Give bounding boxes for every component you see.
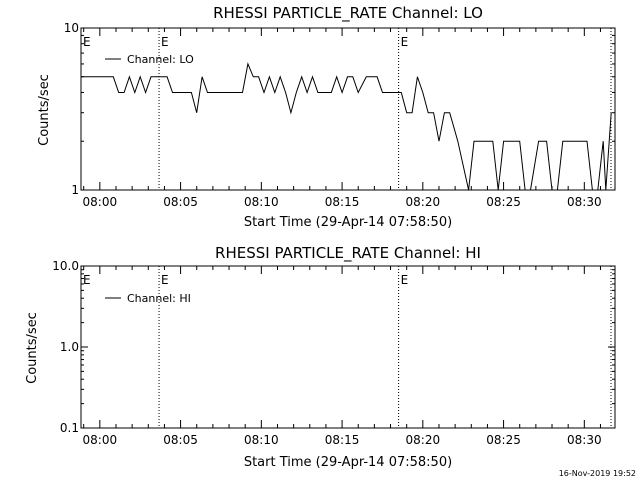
chart-hi-xtick-label: 08:10 bbox=[244, 433, 279, 447]
chart-lo-event-flag: E bbox=[401, 35, 409, 49]
chart-lo-ytick-label: 1 bbox=[71, 183, 79, 197]
chart-lo-edge-flag: E bbox=[83, 35, 91, 49]
chart-hi-xtick-label: 08:30 bbox=[567, 433, 602, 447]
chart-lo-panel: RHESSI PARTICLE_RATE Channel: LO Counts/… bbox=[37, 4, 616, 230]
chart-hi-ylabel: Counts/sec bbox=[25, 312, 40, 384]
chart-hi-ytick-label: 10.0 bbox=[52, 259, 79, 273]
chart-lo-plot-frame bbox=[80, 27, 616, 191]
chart-lo-legend-label: Channel: LO bbox=[127, 53, 194, 66]
chart-hi-xtick-label: 08:15 bbox=[325, 433, 360, 447]
chart-hi-event-flag: E bbox=[161, 273, 169, 287]
chart-lo-xtick-label: 08:05 bbox=[163, 195, 198, 209]
chart-hi-panel: RHESSI PARTICLE_RATE Channel: HI Counts/… bbox=[25, 244, 616, 470]
chart-lo-xtick-label: 08:00 bbox=[83, 195, 118, 209]
chart-hi-xtick-label: 08:05 bbox=[163, 433, 198, 447]
chart-lo-ytick-label: 10 bbox=[64, 21, 79, 35]
chart-lo-xlabel: Start Time (29-Apr-14 07:58:50) bbox=[244, 215, 452, 230]
chart-lo-series-line bbox=[81, 62, 612, 191]
chart-lo-title: RHESSI PARTICLE_RATE Channel: LO bbox=[213, 4, 483, 23]
chart-lo-xtick-label: 08:20 bbox=[406, 195, 441, 209]
chart-hi-title: RHESSI PARTICLE_RATE Channel: HI bbox=[215, 244, 481, 263]
footer-timestamp: 16-Nov-2019 19:52 bbox=[559, 469, 636, 478]
chart-hi-ytick-label: 0.1 bbox=[60, 421, 79, 435]
chart-lo-xtick-label: 08:15 bbox=[325, 195, 360, 209]
chart-lo-ylabel: Counts/sec bbox=[37, 74, 52, 146]
chart-lo-xtick-label: 08:30 bbox=[567, 195, 602, 209]
chart-hi-event-flag: E bbox=[401, 273, 409, 287]
chart-hi-legend-label: Channel: HI bbox=[127, 292, 191, 305]
chart-hi-xtick-label: 08:20 bbox=[406, 433, 441, 447]
chart-hi-ytick-label: 1.0 bbox=[60, 340, 79, 354]
chart-hi-xlabel: Start Time (29-Apr-14 07:58:50) bbox=[244, 455, 452, 470]
chart-lo-xtick-label: 08:25 bbox=[486, 195, 521, 209]
chart-hi-xtick-label: 08:25 bbox=[486, 433, 521, 447]
chart-lo-xtick-label: 08:10 bbox=[244, 195, 279, 209]
chart-hi-xtick-label: 08:00 bbox=[83, 433, 118, 447]
chart-lo-event-flag: E bbox=[161, 35, 169, 49]
chart-hi-edge-flag: E bbox=[83, 273, 91, 287]
